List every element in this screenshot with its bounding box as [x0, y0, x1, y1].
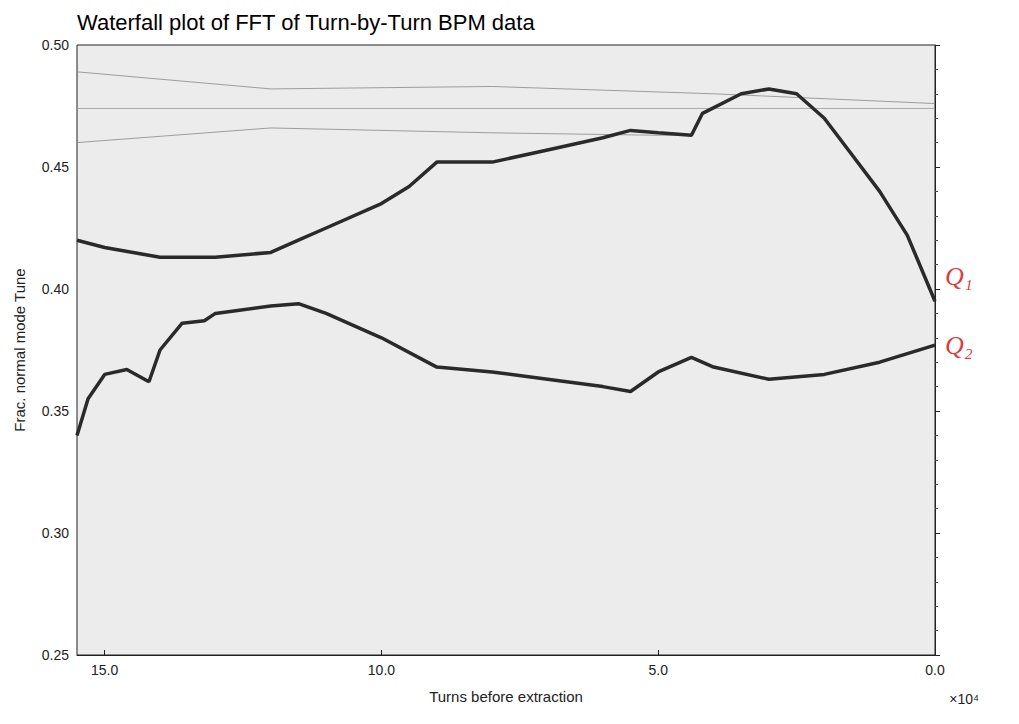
- svg-text:5.0: 5.0: [648, 662, 668, 678]
- svg-text:0.35: 0.35: [42, 403, 69, 419]
- svg-text:Frac. normal mode Tune: Frac. normal mode Tune: [11, 268, 28, 431]
- svg-text:10.0: 10.0: [368, 662, 395, 678]
- svg-text:Turns before extraction: Turns before extraction: [429, 688, 583, 705]
- svg-text:Q₂: Q₂: [945, 331, 973, 360]
- svg-text:0.50: 0.50: [42, 37, 69, 53]
- svg-text:Q₁: Q₁: [945, 262, 973, 291]
- svg-text:×10⁴: ×10⁴: [949, 691, 979, 707]
- svg-text:0.40: 0.40: [42, 281, 69, 297]
- svg-text:Waterfall plot of FFT of Turn-: Waterfall plot of FFT of Turn-by-Turn BP…: [77, 10, 535, 35]
- svg-text:0.30: 0.30: [42, 525, 69, 541]
- svg-text:0.45: 0.45: [42, 159, 69, 175]
- svg-text:0.25: 0.25: [42, 647, 69, 663]
- svg-text:15.0: 15.0: [91, 662, 118, 678]
- svg-text:0.0: 0.0: [925, 662, 945, 678]
